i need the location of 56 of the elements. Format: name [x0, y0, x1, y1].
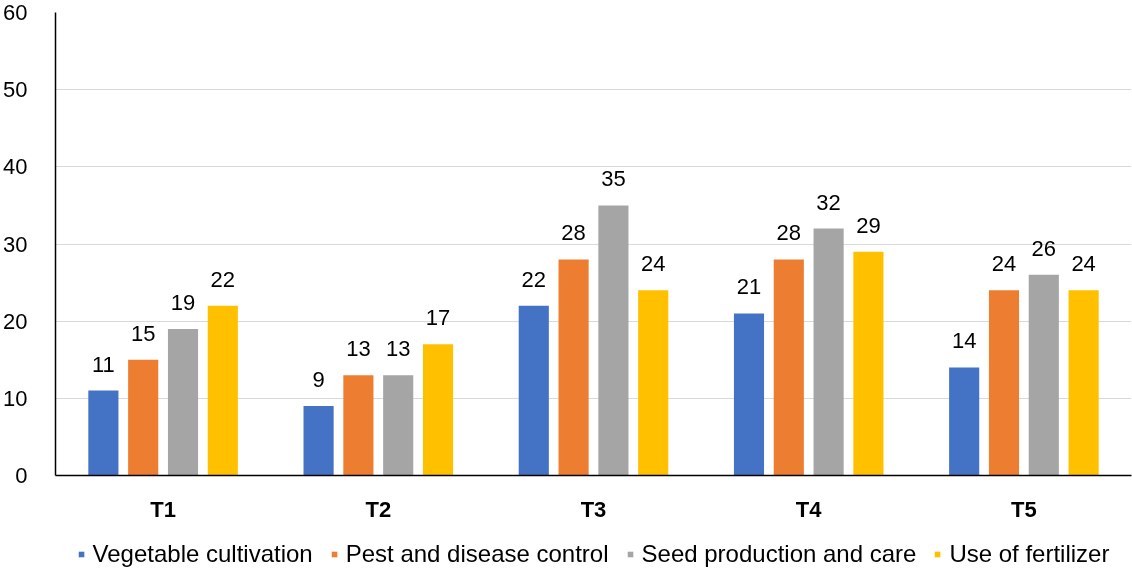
bar [88, 390, 119, 476]
data-label: 11 [91, 351, 115, 377]
bar [383, 375, 414, 476]
data-label: 17 [425, 305, 451, 331]
data-label: 32 [816, 189, 841, 215]
data-label: 22 [521, 266, 547, 292]
bar [638, 290, 669, 476]
x-tick-label: T2 [365, 496, 392, 522]
data-label: 28 [561, 220, 586, 246]
x-tick-label: T5 [1011, 496, 1037, 522]
legend-label: Pest and disease control [345, 540, 609, 568]
data-label: 26 [1031, 235, 1057, 261]
bar [733, 313, 765, 476]
bar [343, 375, 374, 476]
data-label: 14 [951, 328, 977, 354]
bar [598, 205, 629, 476]
y-tick-label: 20 [3, 308, 28, 334]
bar [128, 359, 159, 476]
data-label: 24 [991, 251, 1017, 277]
y-tick-label: 30 [3, 231, 28, 257]
data-label: 24 [1071, 251, 1096, 277]
y-tick-label: 60 [3, 0, 28, 25]
bar [167, 328, 199, 476]
bar [949, 367, 980, 476]
data-label: 13 [385, 336, 411, 362]
data-label: 19 [170, 289, 196, 315]
bar [422, 344, 454, 476]
data-label: 9 [312, 367, 325, 393]
y-tick-label: 10 [3, 385, 28, 411]
bar [558, 259, 589, 476]
bar [988, 290, 1020, 476]
data-label: 21 [736, 274, 762, 300]
bar [1028, 274, 1059, 476]
data-label: 24 [640, 251, 666, 277]
x-tick-label: T1 [150, 496, 176, 522]
y-tick-label: 0 [15, 463, 28, 488]
data-label: 35 [601, 166, 626, 192]
data-label: 28 [776, 220, 802, 246]
bar [1068, 290, 1099, 476]
bar [773, 259, 804, 476]
legend-label: Seed production and care [641, 540, 917, 568]
data-label: 22 [210, 266, 236, 292]
legend-label: Use of fertilizer [949, 540, 1110, 568]
bar [518, 305, 549, 476]
data-label: 29 [856, 212, 881, 238]
bar [813, 228, 844, 476]
y-tick-label: 40 [3, 154, 28, 180]
bar [207, 305, 238, 476]
x-tick-label: T4 [795, 496, 823, 522]
legend-label: Vegetable cultivation [92, 540, 313, 568]
bar [853, 251, 884, 476]
data-label: 13 [346, 336, 371, 362]
data-label: 15 [130, 320, 156, 346]
y-tick-label: 50 [3, 77, 28, 103]
x-tick-label: T3 [580, 496, 607, 522]
bar [303, 406, 334, 476]
